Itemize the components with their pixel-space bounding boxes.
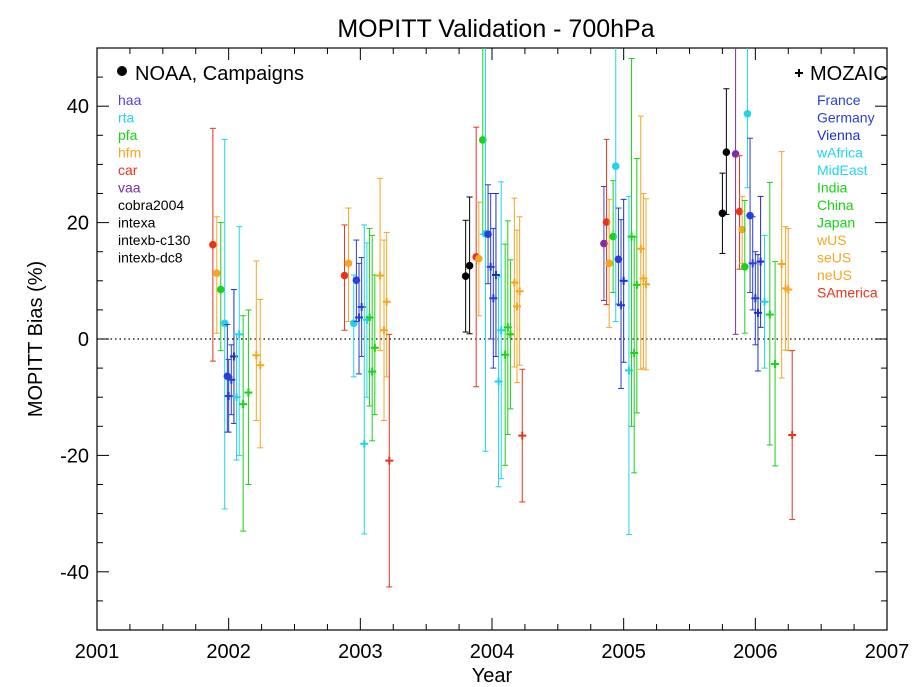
legend-right-item: China: [817, 197, 854, 213]
campaign-point: [213, 269, 221, 278]
campaign-point: [731, 150, 740, 158]
y-tick-label: 40: [67, 96, 89, 118]
x-axis-label: Year: [472, 665, 513, 687]
legend-left-item: pfa: [118, 127, 138, 143]
legend-left-item: hfm: [118, 145, 141, 161]
error-bars-layer: [209, 48, 797, 588]
legend-right-item: neUS: [817, 267, 852, 283]
legend-left-item: haa: [118, 92, 142, 108]
campaign-point: [223, 372, 232, 381]
campaign-point: [722, 148, 731, 156]
campaign-point: [738, 225, 746, 234]
campaign-point: [611, 162, 620, 170]
legend-right-item: India: [817, 180, 848, 196]
campaign-point: [718, 209, 727, 218]
legend-right-item: Germany: [817, 110, 875, 126]
legend-right-header: MOZAIC: [810, 63, 888, 85]
legend-right-item: wUS: [816, 232, 847, 248]
y-tick-label: -20: [60, 445, 89, 467]
campaign-point: [340, 271, 349, 280]
legend-right-item: wAfrica: [816, 145, 863, 161]
campaign-point: [735, 207, 744, 216]
campaign-point: [741, 263, 749, 271]
campaign-point: [209, 240, 217, 249]
legend-right-item: France: [817, 92, 861, 108]
legend-left-item: car: [118, 162, 138, 178]
x-tick-label: 2002: [206, 641, 251, 663]
legend-left-item: vaa: [118, 180, 141, 196]
x-tick-label: 2004: [470, 641, 515, 663]
legend-left-header: NOAA, Campaigns: [135, 63, 304, 85]
x-tick-label: 2007: [865, 641, 910, 663]
x-tick-label: 2006: [733, 641, 778, 663]
legend-right-item: seUS: [817, 250, 851, 266]
chart-title: MOPITT Validation - 700hPa: [337, 15, 654, 43]
legend-left-item: intexa: [118, 215, 156, 231]
campaign-point: [216, 285, 225, 294]
legend-left-item: rta: [118, 110, 135, 126]
legend-left-item: cobra2004: [118, 197, 184, 213]
legend-circle-marker: [117, 66, 127, 76]
campaign-point: [746, 211, 754, 220]
campaign-point: [600, 239, 608, 248]
campaign-point: [602, 218, 611, 226]
legend-right-item: Vienna: [817, 127, 861, 143]
x-tick-label: 2003: [338, 641, 383, 663]
campaign-point: [344, 259, 353, 268]
campaign-point: [475, 254, 483, 263]
campaign-point: [605, 259, 613, 268]
campaign-point: [614, 255, 623, 264]
campaign-point: [609, 232, 617, 241]
legend-right-item: Japan: [817, 215, 855, 231]
campaign-point: [352, 276, 361, 285]
campaign-point: [461, 272, 470, 280]
x-tick-label: 2005: [601, 641, 646, 663]
legend-right-item: SAmerica: [817, 285, 878, 301]
campaign-point: [743, 109, 752, 118]
campaign-point: [484, 230, 492, 239]
campaign-point: [478, 136, 487, 144]
legend-left-item: intexb-c130: [118, 232, 191, 248]
legend-right-item: MidEast: [817, 162, 868, 178]
y-axis-label: MOPITT Bias (%): [25, 261, 47, 417]
y-tick-label: -40: [60, 562, 89, 584]
x-tick-label: 2001: [75, 641, 120, 663]
campaign-point: [220, 319, 229, 328]
y-tick-label: 0: [78, 329, 89, 351]
y-tick-label: 20: [67, 213, 89, 235]
legend-left-item: intexb-dc8: [118, 250, 183, 266]
campaign-point: [465, 261, 474, 270]
